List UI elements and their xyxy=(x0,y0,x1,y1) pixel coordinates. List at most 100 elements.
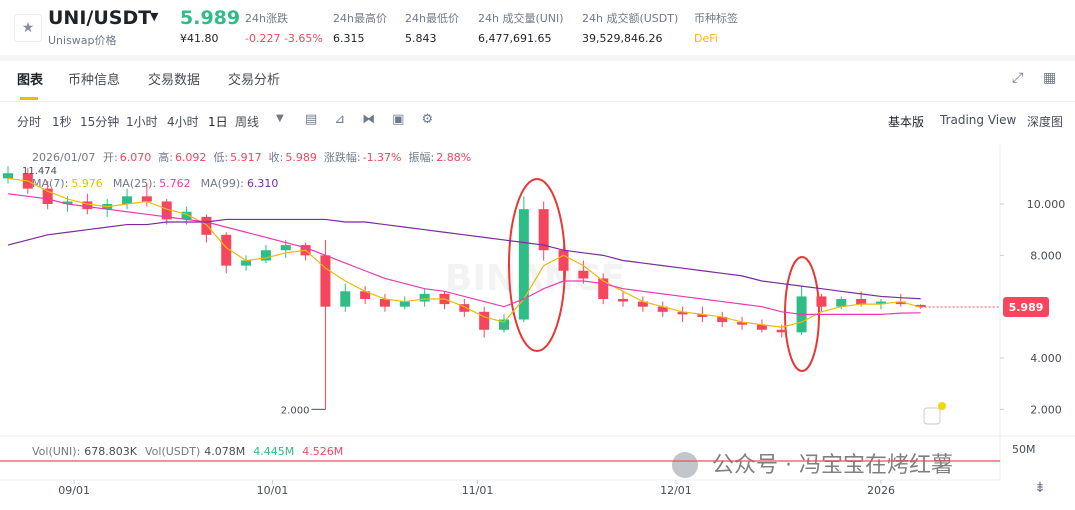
max-label: 11.474 xyxy=(22,166,57,177)
info-label: 涨跌幅: xyxy=(324,150,361,164)
interval[interactable]: 1秒 xyxy=(52,115,72,129)
candle-body xyxy=(280,245,291,251)
interval[interactable]: 1日 xyxy=(208,115,228,129)
candle-body xyxy=(141,196,152,202)
tool-icons[interactable]: ▤⊿⧓▣⚙ xyxy=(305,112,451,127)
candle-body xyxy=(161,201,172,220)
info-value: 5.917 xyxy=(230,151,262,164)
info-label: 低: xyxy=(213,151,228,164)
stat-label: 24h最低价 xyxy=(405,12,459,25)
candle-body xyxy=(459,304,470,312)
volume-value: 678.803K xyxy=(84,445,137,458)
candle-body xyxy=(479,311,490,330)
candle-body xyxy=(697,314,708,317)
candle-body xyxy=(816,296,827,307)
last-price: 5.989 xyxy=(180,7,241,29)
tab[interactable]: 图表 xyxy=(17,73,44,88)
candle-body xyxy=(241,260,252,266)
candle-body xyxy=(578,270,589,279)
candle-body xyxy=(538,209,549,251)
x-tick-label: 09/01 xyxy=(58,484,90,497)
view-option[interactable]: 基本版 xyxy=(888,115,925,129)
ma-line xyxy=(7,193,921,315)
ma-legend-label: MA(25): xyxy=(113,177,156,190)
info-label: 高: xyxy=(158,150,173,164)
candle-body xyxy=(756,324,767,330)
stat-value: 6,477,691.65 xyxy=(478,32,552,45)
info-value: -1.37% xyxy=(363,151,402,164)
view-option[interactable]: Trading View xyxy=(940,113,1017,127)
y-tick-label: 4.000 xyxy=(1030,352,1062,365)
candle-body xyxy=(677,311,688,315)
candle-body xyxy=(499,319,509,330)
stat-value: 5.843 xyxy=(405,32,437,45)
candle-body xyxy=(201,216,212,235)
favorite-button[interactable]: ★ xyxy=(14,14,42,42)
candle-body xyxy=(558,250,569,271)
candle-body xyxy=(895,301,906,305)
tab-underline xyxy=(20,97,38,100)
interval[interactable]: 分时 xyxy=(17,115,42,129)
x-tick-label: 11/01 xyxy=(462,484,494,497)
candle-body xyxy=(320,255,331,307)
stat-value: 39,529,846.26 xyxy=(582,32,663,45)
symbol[interactable]: UNI/USDT xyxy=(48,7,152,29)
candle-body xyxy=(737,322,748,325)
volume-axis-label: 50M xyxy=(1012,443,1036,456)
candle-body xyxy=(42,188,53,205)
tab-border xyxy=(0,101,1075,102)
info-label: 开: xyxy=(103,151,118,164)
tab[interactable]: 交易分析 xyxy=(228,73,281,88)
symbol-dropdown[interactable]: ▼ xyxy=(150,10,159,23)
tab[interactable]: 币种信息 xyxy=(68,73,121,88)
info-value: 5.989 xyxy=(285,151,317,164)
interval[interactable]: 周线 xyxy=(235,115,260,129)
candle-body xyxy=(181,211,192,220)
info-label: 收: xyxy=(269,150,284,164)
interval[interactable]: 15分钟 xyxy=(80,115,120,129)
y-tick-label: 10.000 xyxy=(1027,198,1066,211)
volume-label: Vol(USDT) xyxy=(145,445,200,458)
info-label: 振幅: xyxy=(409,150,435,164)
tab[interactable]: 交易数据 xyxy=(148,73,201,88)
layout-icon[interactable]: ▦ xyxy=(1043,70,1057,86)
x-tick-label: 12/01 xyxy=(660,484,692,497)
candle-body xyxy=(657,306,668,312)
ma-legend-value: 5.976 xyxy=(71,177,103,190)
candle-body xyxy=(82,201,93,210)
stat-label: 24h 成交量(UNI) xyxy=(478,12,564,25)
candle-body xyxy=(915,304,926,307)
last-price-tag xyxy=(1003,296,1049,317)
interval[interactable]: 1小时 xyxy=(126,115,158,129)
divider xyxy=(0,55,1075,61)
scroll-end-icon[interactable]: ⇟ xyxy=(1034,480,1046,496)
ma-line xyxy=(7,218,921,300)
candle-body xyxy=(419,293,430,302)
ma-legend-label: MA(99): xyxy=(201,177,244,190)
view-option[interactable]: 深度图 xyxy=(1027,115,1064,129)
watermark-logo: BINANCE xyxy=(445,258,625,299)
notes-button[interactable] xyxy=(923,407,941,425)
candle-body xyxy=(340,291,351,307)
stat-label: 币种标签 xyxy=(694,12,738,25)
stat-label: 24h 成交额(USDT) xyxy=(582,12,679,25)
candle-body xyxy=(360,291,371,299)
expand-icon[interactable]: ⤢ xyxy=(1012,70,1024,86)
notes-dot xyxy=(938,402,946,410)
volume-value: 4.526M xyxy=(302,445,343,458)
stat-label: 24h最高价 xyxy=(333,12,387,25)
volume-value: 4.445M xyxy=(253,445,294,458)
candle-body xyxy=(518,209,529,320)
candle-body xyxy=(62,201,73,205)
interval[interactable]: 4小时 xyxy=(167,115,199,129)
interval-dropdown[interactable]: ▼ xyxy=(276,113,284,124)
ma-legend-value: 6.310 xyxy=(247,177,279,190)
y-tick-label: 2.000 xyxy=(1030,403,1062,416)
candle-body xyxy=(637,301,648,307)
stat-value: DeFi xyxy=(694,32,718,45)
y-tick-label: 8.000 xyxy=(1030,249,1062,262)
watermark-text: 公众号 · 冯宝宝在烤红薯 xyxy=(712,453,953,478)
candle-body xyxy=(260,250,271,261)
coin-name[interactable]: Uniswap价格 xyxy=(48,34,117,47)
